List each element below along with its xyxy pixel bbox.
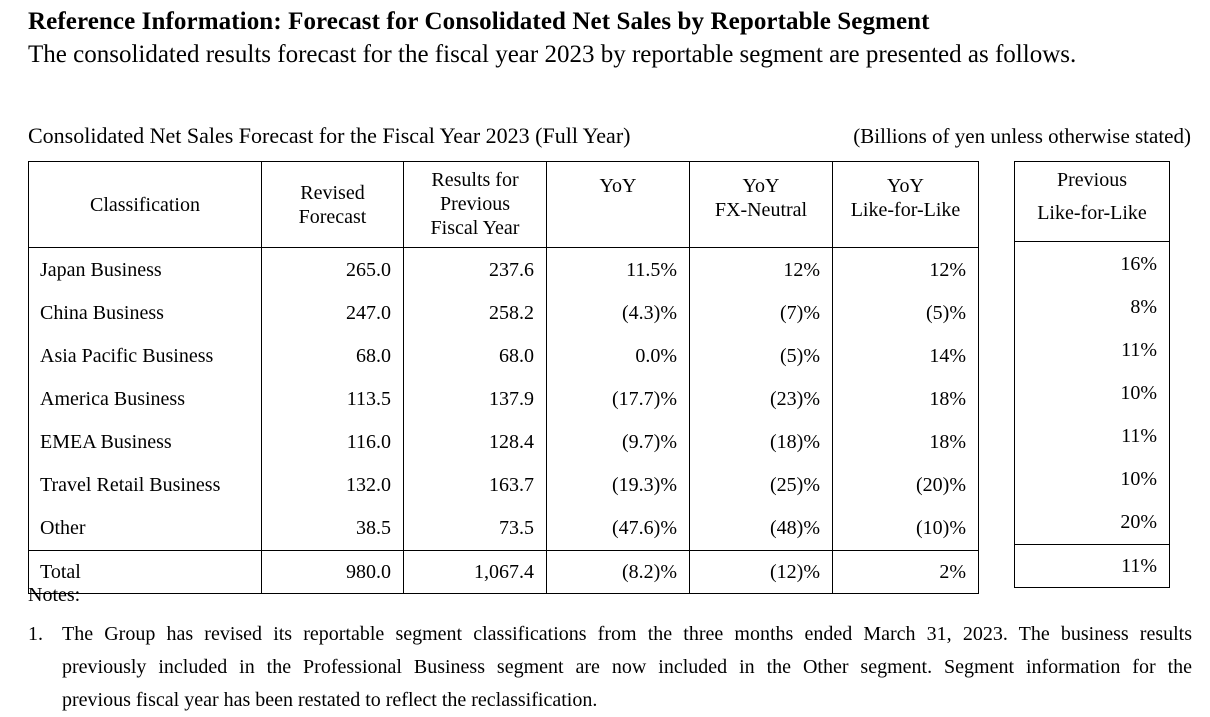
page-title: Reference Information: Forecast for Cons… xyxy=(28,8,930,35)
cell-yoy-fx: (18)% xyxy=(689,421,833,464)
table-row: 16% xyxy=(1015,242,1170,287)
total-row: 11% xyxy=(1014,544,1170,588)
cell-yoy-fx: (23)% xyxy=(689,378,833,421)
table-row: Other 38.5 73.5 (47.6)% (48)% (10)% xyxy=(28,507,979,551)
table-row: 11% xyxy=(1015,415,1170,458)
cell-yoy: 11.5% xyxy=(546,247,690,292)
table-row: Travel Retail Business 132.0 163.7 (19.3… xyxy=(28,464,979,507)
cell-yoy: (47.6)% xyxy=(546,507,690,551)
row-label: EMEA Business xyxy=(28,421,262,464)
cell-yoy-lfl: (10)% xyxy=(916,517,966,539)
cell-yoy: (17.7)% xyxy=(546,378,690,421)
cell-previous: 68.0 xyxy=(403,335,547,378)
table-row: EMEA Business 116.0 128.4 (9.7)% (18)% 1… xyxy=(28,421,979,464)
notes-label: Notes: xyxy=(28,584,81,606)
cell-revised: 247.0 xyxy=(261,292,404,335)
cell-yoy: (9.7)% xyxy=(546,421,690,464)
table-row: America Business 113.5 137.9 (17.7)% (23… xyxy=(28,378,979,421)
row-label: Total xyxy=(28,550,262,594)
header-yoy-fx-neutral: YoY FX-Neutral xyxy=(689,161,833,248)
cell-yoy-lfl: (5)% xyxy=(926,302,966,324)
header-revised-forecast: Revised Forecast xyxy=(261,161,404,248)
row-label: China Business xyxy=(28,292,262,335)
cell-yoy-fx: (25)% xyxy=(689,464,833,507)
forecast-table: Classification Revised Forecast Results f… xyxy=(28,161,979,594)
cell-prev-lfl: 10% xyxy=(1120,468,1157,490)
note-line-2: previously included in the Professional … xyxy=(62,656,1192,678)
header-yoy: YoY xyxy=(546,161,690,248)
cell-revised: 68.0 xyxy=(261,335,404,378)
cell-prev-lfl: 16% xyxy=(1120,252,1157,275)
cell-previous: 128.4 xyxy=(403,421,547,464)
cell-revised: 265.0 xyxy=(261,247,404,292)
header-yoy-like-for-like: YoY Like-for-Like xyxy=(832,161,979,248)
header-classification: Classification xyxy=(28,161,262,248)
cell-previous: 258.2 xyxy=(403,292,547,335)
cell-revised: 38.5 xyxy=(261,507,404,551)
table-caption: Consolidated Net Sales Forecast for the … xyxy=(28,123,631,148)
cell-yoy: 0.0% xyxy=(546,335,690,378)
cell-previous: 73.5 xyxy=(403,507,547,551)
header-previous-results: Results for Previous Fiscal Year xyxy=(403,161,547,248)
cell-revised: 980.0 xyxy=(261,550,404,594)
cell-yoy-fx: 12% xyxy=(689,247,833,292)
table-row: 10% xyxy=(1015,458,1170,501)
table-row: 8% xyxy=(1015,286,1170,329)
cell-previous: 237.6 xyxy=(403,247,547,292)
cell-prev-lfl: 8% xyxy=(1130,296,1157,318)
cell-prev-lfl: 11% xyxy=(1121,339,1157,361)
table-row: Asia Pacific Business 68.0 68.0 0.0% (5)… xyxy=(28,335,979,378)
row-label: Other xyxy=(28,507,262,551)
cell-yoy: (4.3)% xyxy=(546,292,690,335)
cell-yoy-fx: (48)% xyxy=(689,507,833,551)
table-row: 10% xyxy=(1015,372,1170,415)
cell-prev-lfl: 20% xyxy=(1120,511,1157,533)
cell-prev-lfl: 11% xyxy=(1121,425,1157,447)
note-number: 1. xyxy=(28,623,43,645)
cell-yoy-lfl: 18% xyxy=(929,388,966,410)
cell-yoy-lfl: 12% xyxy=(929,258,966,281)
header-previous-like-for-like: Previous Like-for-Like xyxy=(1014,161,1170,242)
total-row: Total 980.0 1,067.4 (8.2)% (12)% 2% xyxy=(28,550,979,594)
note-1: 1. The Group has revised its reportable … xyxy=(28,618,1192,717)
cell-yoy-fx: (7)% xyxy=(689,292,833,335)
cell-yoy-lfl: 2% xyxy=(832,550,979,594)
table-row: China Business 247.0 258.2 (4.3)% (7)% (… xyxy=(28,292,979,335)
cell-yoy-lfl: 14% xyxy=(929,345,966,367)
cell-previous: 1,067.4 xyxy=(403,550,547,594)
note-line-1: The Group has revised its reportable seg… xyxy=(62,623,1192,645)
row-label: Asia Pacific Business xyxy=(28,335,262,378)
table-row: 20% xyxy=(1015,501,1170,545)
cell-prev-lfl: 10% xyxy=(1120,382,1157,404)
row-label: Travel Retail Business xyxy=(28,464,262,507)
table-row: 11% xyxy=(1015,329,1170,372)
cell-previous: 163.7 xyxy=(403,464,547,507)
cell-yoy: (19.3)% xyxy=(546,464,690,507)
cell-yoy-fx: (5)% xyxy=(689,335,833,378)
unit-note: (Billions of yen unless otherwise stated… xyxy=(853,124,1191,148)
row-label: America Business xyxy=(28,378,262,421)
cell-yoy: (8.2)% xyxy=(546,550,690,594)
cell-prev-lfl: 11% xyxy=(1014,544,1170,588)
cell-previous: 137.9 xyxy=(403,378,547,421)
cell-yoy-lfl: 18% xyxy=(929,431,966,453)
cell-yoy-lfl: (20)% xyxy=(916,474,966,496)
previous-like-for-like-table: Previous Like-for-Like 16% 8% 11% 10% 11%… xyxy=(1014,161,1170,588)
page-subtitle: The consolidated results forecast for th… xyxy=(28,41,1077,68)
cell-revised: 113.5 xyxy=(261,378,404,421)
cell-yoy-fx: (12)% xyxy=(689,550,833,594)
table-row: Japan Business 265.0 237.6 11.5% 12% 12% xyxy=(28,247,979,292)
cell-revised: 132.0 xyxy=(261,464,404,507)
cell-revised: 116.0 xyxy=(261,421,404,464)
row-label: Japan Business xyxy=(28,247,262,292)
